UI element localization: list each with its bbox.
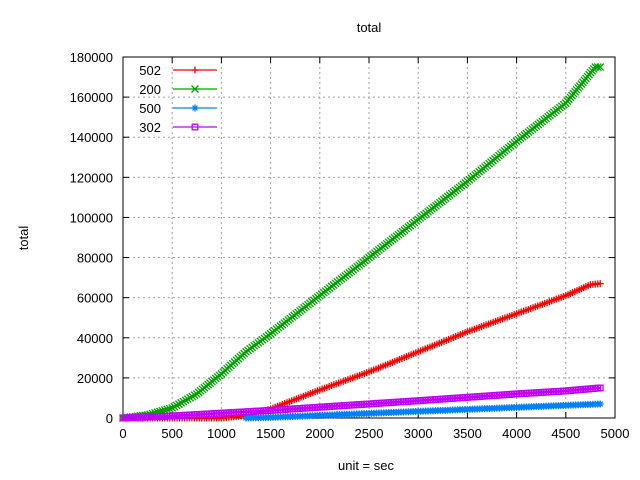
series-point-200 — [160, 406, 169, 415]
legend-item-500: 500 — [139, 101, 217, 116]
y-tick-label: 0 — [106, 411, 113, 426]
y-tick-label: 80000 — [77, 251, 113, 266]
y-tick-label: 160000 — [70, 90, 113, 105]
y-axis-label: total — [16, 226, 31, 251]
y-tick-label: 180000 — [70, 50, 113, 65]
legend-label-200: 200 — [139, 82, 161, 97]
legend-item-302: 302 — [139, 120, 217, 135]
axis-ticks: 0 500 1000 1500 2000 2500 3000 3500 4000 4500 5000… — [70, 50, 630, 441]
series-point-200 — [181, 396, 190, 405]
x-tick-label: 1500 — [256, 426, 285, 441]
series-point-200 — [172, 401, 181, 410]
series-point-502 — [596, 280, 604, 288]
legend-marker-500 — [191, 104, 199, 112]
y-tick-label: 60000 — [77, 291, 113, 306]
legend-marker-302 — [191, 123, 199, 131]
legend-item-200: 200 — [139, 82, 217, 97]
x-tick-label: 3000 — [404, 426, 433, 441]
series-point-302 — [596, 384, 604, 392]
x-tick-label: 4000 — [502, 426, 531, 441]
series-point-200 — [179, 397, 188, 406]
x-tick-label: 0 — [119, 426, 126, 441]
data-series — [119, 63, 605, 422]
grid-lines — [123, 57, 615, 418]
series-point-200 — [168, 404, 177, 412]
series-point-200 — [174, 400, 183, 409]
x-tick-label: 4500 — [551, 426, 580, 441]
series-line-200 — [122, 65, 601, 420]
legend: 502 200 500 302 — [139, 63, 217, 135]
y-tick-label: 40000 — [77, 331, 113, 346]
series-point-200 — [186, 393, 195, 402]
series-point-200 — [593, 63, 602, 71]
legend-label-500: 500 — [139, 101, 161, 116]
x-tick-label: 2000 — [305, 426, 334, 441]
series-500 — [242, 400, 604, 422]
series-point-200 — [596, 63, 605, 71]
series-point-200 — [183, 395, 192, 403]
series-point-500 — [596, 400, 604, 408]
series-point-200 — [190, 391, 199, 400]
series-point-200 — [177, 398, 186, 407]
series-point-200 — [170, 402, 179, 411]
x-axis-label: unit = sec — [338, 458, 395, 473]
x-tick-label: 500 — [161, 426, 183, 441]
legend-marker-200 — [191, 85, 199, 93]
x-tick-label: 5000 — [601, 426, 630, 441]
chart-title: total — [357, 20, 382, 35]
legend-marker-502 — [191, 66, 199, 74]
series-point-200 — [188, 392, 197, 401]
y-tick-label: 20000 — [77, 371, 113, 386]
series-200 — [119, 63, 605, 422]
x-tick-label: 1000 — [207, 426, 236, 441]
series-point-200 — [165, 404, 174, 413]
series-302 — [119, 384, 604, 422]
series-point-200 — [163, 405, 172, 414]
y-tick-label: 120000 — [70, 170, 113, 185]
y-tick-label: 100000 — [70, 210, 113, 225]
legend-label-302: 302 — [139, 120, 161, 135]
legend-label-502: 502 — [139, 63, 161, 78]
x-tick-label: 2500 — [355, 426, 384, 441]
legend-item-502: 502 — [139, 63, 217, 78]
y-tick-label: 140000 — [70, 130, 113, 145]
x-tick-label: 3500 — [453, 426, 482, 441]
